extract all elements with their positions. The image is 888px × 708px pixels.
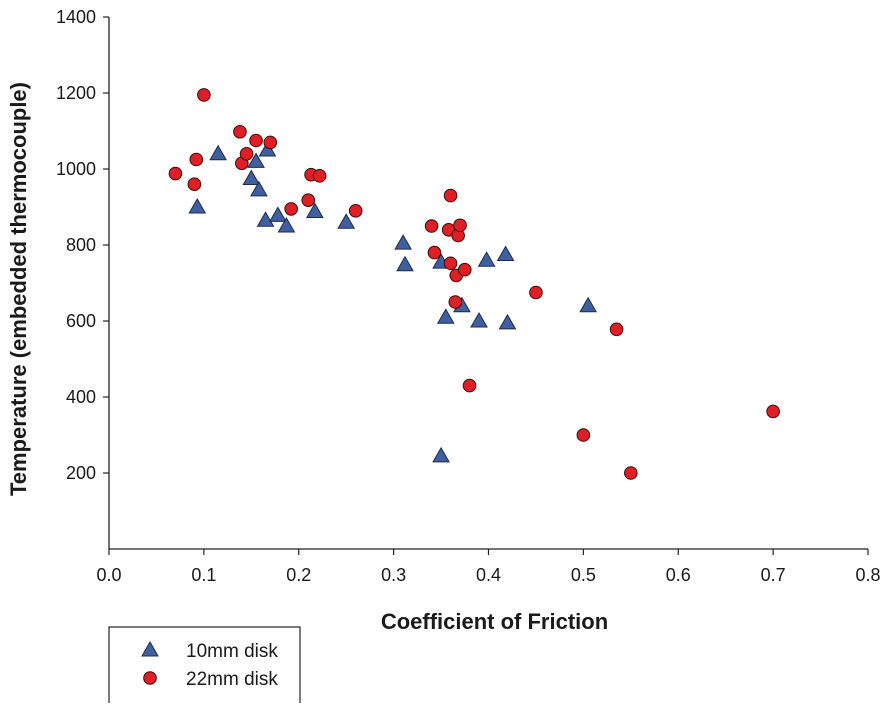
triangle-point [188,197,207,214]
circle-point [462,378,477,393]
tick-labels: 0.0 0.1 0.2 0.3 0.4 0.5 0.6 0.7 0.8 200 400 600 800 1… [56,7,881,585]
x-tick-label: 0.3 [381,565,406,585]
circle-point [448,295,463,309]
circle-point [457,262,472,277]
x-tick-label: 0.2 [286,565,311,585]
data-points [168,88,780,480]
triangle-point [242,169,261,185]
circle-point [284,202,298,216]
triangle-point [209,144,227,161]
y-tick-label: 1400 [56,7,96,27]
triangle-point [498,313,517,330]
triangle-point [470,311,488,328]
x-axis-title: Coefficient of Friction [381,609,608,634]
circle-point [576,428,591,442]
x-tick-label: 0.5 [571,565,596,585]
legend-box [108,626,301,708]
circle-point [766,404,780,419]
circle-point [453,218,467,233]
y-tick-label: 1000 [56,159,96,179]
legend: 10mm disk 22mm disk [108,626,301,708]
triangle-point [432,446,450,463]
triangle-point [436,308,455,324]
y-tick-label: 1200 [56,83,96,103]
circle-point [168,166,183,181]
x-tick-label: 0.4 [476,565,501,585]
circle-point [263,135,278,150]
circle-point [348,204,363,218]
y-axis-title: Temperature (embedded thermocouple) [6,82,31,496]
circle-point [301,193,316,207]
x-tick-label: 0.1 [191,565,216,585]
legend-triangle-icon [141,640,159,657]
circle-point [239,147,254,161]
x-tick-label: 0.0 [96,565,121,585]
triangle-point [256,211,275,227]
circle-point [443,188,458,203]
y-tick-label: 600 [66,311,96,331]
triangle-point [496,245,515,261]
circle-point [609,322,624,337]
triangle-point [337,213,356,229]
legend-circle-icon [143,671,157,685]
series-2 [168,88,780,480]
legend-item: 22mm disk [143,669,278,690]
x-tick-label: 0.6 [666,565,691,585]
circle-point [427,245,442,260]
y-tick-label: 400 [66,387,96,407]
circle-point [424,219,439,233]
circle-point [529,285,543,300]
circle-point [443,256,458,271]
triangle-point [269,206,287,222]
axes [103,16,869,555]
legend-item: 10mm disk [141,640,278,662]
y-tick-label: 800 [66,235,96,255]
circle-point [312,169,327,183]
triangle-point [477,251,496,267]
circle-point [624,466,638,480]
series-1 [188,140,597,463]
triangle-point [247,152,265,168]
circle-point [189,152,204,167]
legend-label: 10mm disk [186,641,278,662]
triangle-point [277,216,296,233]
circle-point [197,88,211,102]
triangle-point [579,296,597,313]
x-tick-label: 0.8 [855,565,880,585]
circle-point [249,133,263,148]
x-tick-label: 0.7 [761,565,786,585]
circle-point [233,124,247,139]
circle-point [187,177,202,191]
legend-label: 22mm disk [186,669,278,690]
triangle-point [394,234,412,250]
y-tick-label: 200 [66,463,96,483]
triangle-point [306,202,324,219]
triangle-point [250,180,268,197]
triangle-point [396,255,414,272]
